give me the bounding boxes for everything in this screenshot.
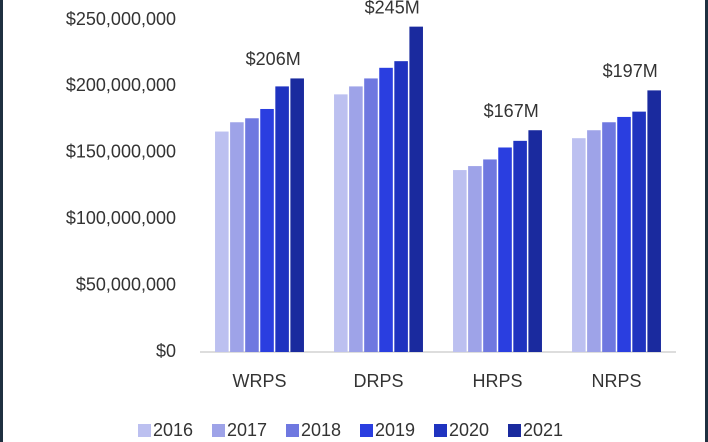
- legend-label: 2017: [227, 420, 267, 440]
- bar: [587, 130, 601, 352]
- y-tick-label: $250,000,000: [66, 9, 176, 29]
- bar: [275, 86, 289, 353]
- bar: [290, 78, 304, 352]
- frame-left: [0, 0, 3, 442]
- y-tick-label: $0: [156, 341, 176, 361]
- legend-swatch: [138, 424, 151, 437]
- x-tick-label: HRPS: [472, 371, 522, 391]
- bar: [528, 130, 542, 352]
- legend-swatch: [286, 424, 299, 437]
- y-tick-label: $200,000,000: [66, 75, 176, 95]
- frame-right: [705, 0, 708, 442]
- y-tick-label: $50,000,000: [76, 274, 176, 294]
- bar: [632, 111, 646, 352]
- bar: [215, 131, 229, 352]
- bar: [617, 116, 631, 352]
- legend-label: 2019: [375, 420, 415, 440]
- legend-label: 2021: [523, 420, 563, 440]
- bar: [572, 138, 586, 352]
- legend-swatch: [360, 424, 373, 437]
- data-label: $206M: [246, 49, 301, 69]
- bar: [230, 122, 244, 352]
- bar: [647, 90, 661, 352]
- legend-label: 2020: [449, 420, 489, 440]
- y-tick-label: $100,000,000: [66, 208, 176, 228]
- bar: [349, 86, 363, 353]
- y-tick-label: $150,000,000: [66, 142, 176, 162]
- legend-swatch: [508, 424, 521, 437]
- bar: [498, 147, 512, 352]
- bar: [379, 67, 393, 353]
- bar: [453, 170, 467, 352]
- bar: [334, 94, 348, 353]
- x-tick-label: NRPS: [591, 371, 641, 391]
- legend-label: 2016: [153, 420, 193, 440]
- x-tick-label: WRPS: [233, 371, 287, 391]
- data-label: $167M: [484, 101, 539, 121]
- bar: [468, 166, 482, 352]
- data-label: $197M: [603, 61, 658, 81]
- x-tick-label: DRPS: [353, 371, 403, 391]
- bar: [245, 118, 259, 352]
- legend-swatch: [434, 424, 447, 437]
- legend-swatch: [212, 424, 225, 437]
- bar: [364, 78, 378, 352]
- bar: [260, 108, 274, 352]
- data-label: $245M: [365, 0, 420, 17]
- bar: [602, 122, 616, 352]
- bar: [483, 159, 497, 352]
- bar: [513, 140, 527, 352]
- bar: [409, 26, 423, 352]
- bar: [394, 61, 408, 352]
- legend-label: 2018: [301, 420, 341, 440]
